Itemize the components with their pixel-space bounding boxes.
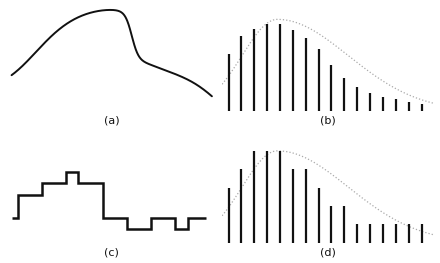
Text: (c): (c) xyxy=(104,247,119,257)
Text: (b): (b) xyxy=(320,116,336,126)
Text: (d): (d) xyxy=(320,247,336,257)
Text: (a): (a) xyxy=(104,116,120,126)
